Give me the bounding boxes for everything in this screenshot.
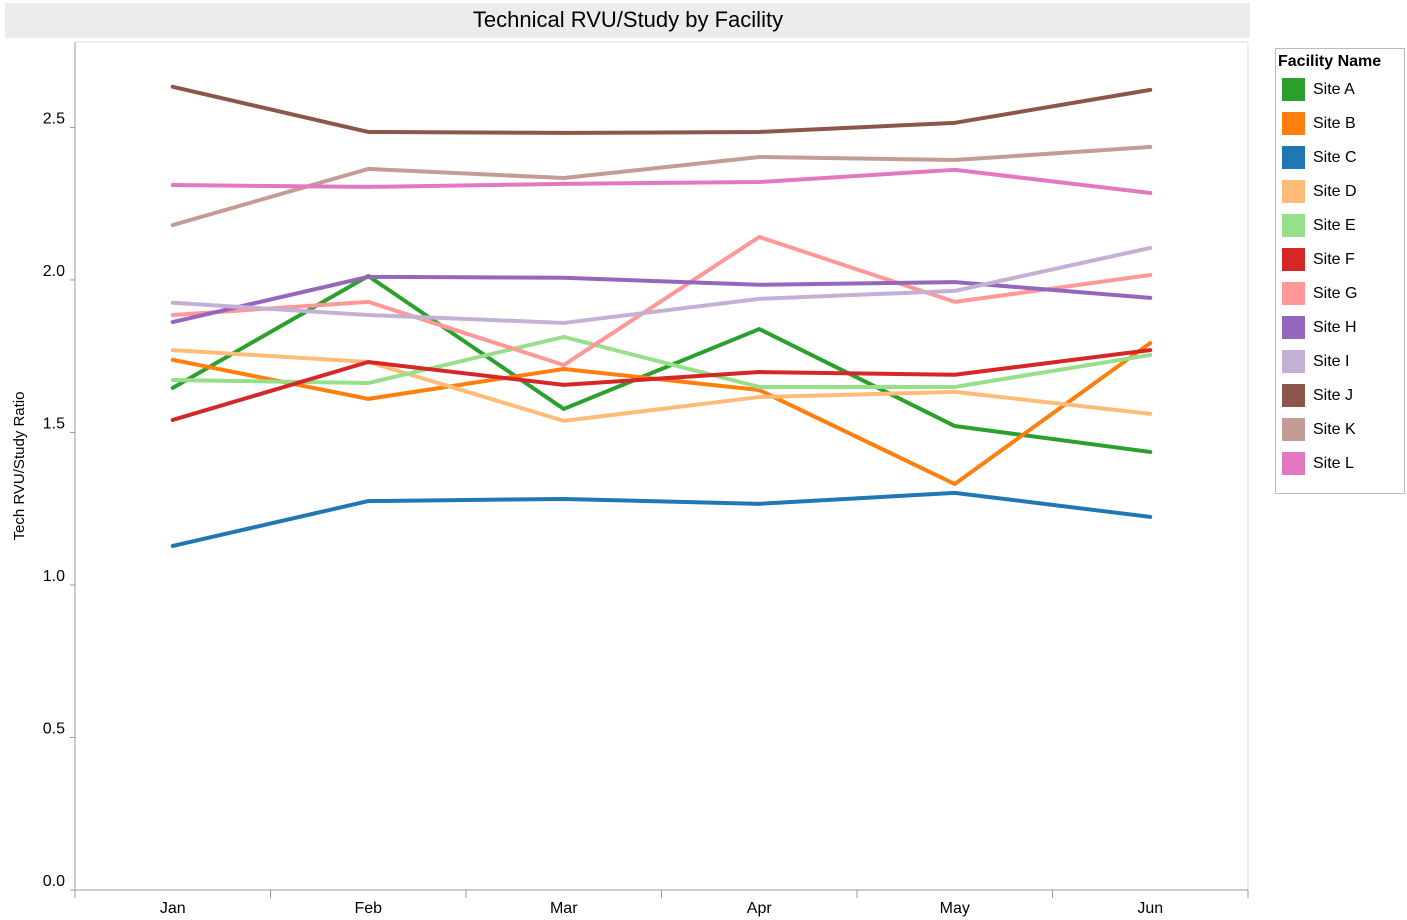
legend-swatch: [1282, 452, 1305, 475]
legend-swatch: [1282, 248, 1305, 271]
series-line: [170, 84, 1153, 135]
chart-title: Technical RVU/Study by Facility: [473, 7, 783, 32]
series-line: [170, 245, 1153, 325]
series-line: [170, 490, 1153, 548]
legend-label: Site H: [1313, 319, 1357, 336]
title-bar: [5, 3, 1250, 38]
x-tick-label: Jun: [1137, 900, 1163, 917]
legend-swatch: [1282, 78, 1305, 101]
legend-swatch: [1282, 350, 1305, 373]
legend-label: Site J: [1313, 387, 1353, 404]
legend-label: Site D: [1313, 183, 1357, 200]
legend-label: Site G: [1313, 285, 1357, 302]
y-axis-label: Tech RVU/Study Ratio: [11, 392, 28, 541]
series-line: [170, 348, 1153, 423]
legend-swatch: [1282, 112, 1305, 135]
legend-label: Site C: [1313, 149, 1357, 166]
series-line: [170, 234, 1153, 368]
y-tick-label: 0.5: [43, 721, 65, 738]
legend-label: Site E: [1313, 217, 1356, 234]
series-line: [170, 341, 1153, 486]
legend-label: Site I: [1313, 353, 1349, 370]
legend-label: Site F: [1313, 251, 1355, 268]
legend-label: Site A: [1313, 81, 1355, 98]
legend-swatch: [1282, 214, 1305, 237]
legend-swatch: [1282, 282, 1305, 305]
series-line: [170, 348, 1153, 422]
series-line: [170, 334, 1153, 389]
legend-label: Site K: [1313, 421, 1356, 438]
x-tick-label: Mar: [550, 900, 578, 917]
y-tick-label: 2.0: [43, 263, 65, 280]
series-line: [170, 273, 1153, 454]
legend-label: Site B: [1313, 115, 1356, 132]
legend-label: Site L: [1313, 455, 1354, 472]
legend-title: Facility Name: [1278, 53, 1381, 70]
x-tick-label: Jan: [160, 900, 186, 917]
x-tick-label: Feb: [354, 900, 382, 917]
legend-swatch: [1282, 384, 1305, 407]
x-tick-label: Apr: [747, 900, 773, 917]
series-line: [170, 167, 1153, 195]
legend-swatch: [1282, 316, 1305, 339]
y-tick-label: 2.5: [43, 111, 65, 128]
y-tick-label: 1.0: [43, 568, 65, 585]
series-line: [170, 144, 1153, 228]
y-tick-label: 1.5: [43, 416, 65, 433]
legend-swatch: [1282, 146, 1305, 169]
x-tick-label: May: [940, 900, 970, 917]
legend-swatch: [1282, 180, 1305, 203]
legend-swatch: [1282, 418, 1305, 441]
y-tick-label: 0.0: [43, 873, 65, 890]
